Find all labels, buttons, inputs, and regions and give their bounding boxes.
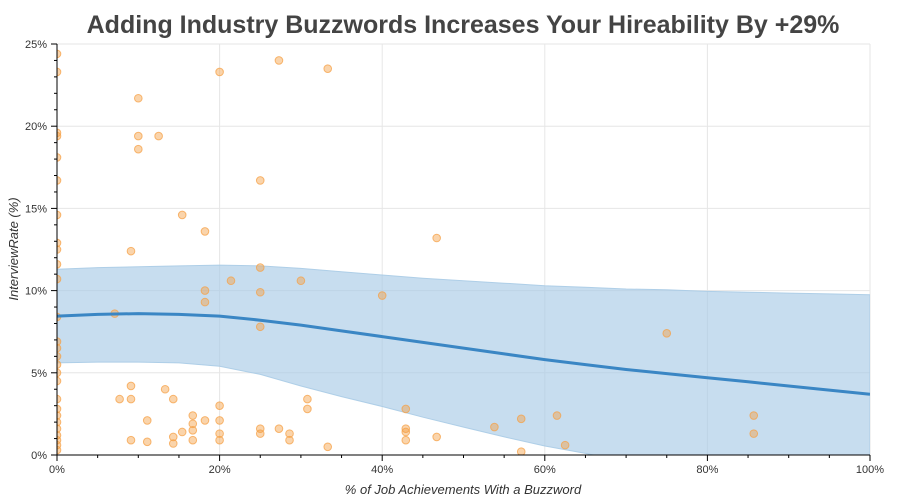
data-point xyxy=(142,416,152,425)
data-point xyxy=(274,424,284,433)
data-point xyxy=(115,394,124,404)
data-point xyxy=(285,429,294,438)
data-point xyxy=(749,411,759,420)
x-axis-label: % of Job Achievements With a Buzzword xyxy=(345,482,582,497)
data-point xyxy=(303,404,312,414)
data-point xyxy=(188,435,198,445)
data-point xyxy=(255,287,265,297)
chart-title: Adding Industry Buzzwords Increases Your… xyxy=(87,11,840,39)
data-point xyxy=(134,93,143,103)
x-tick-label: 0% xyxy=(49,464,65,476)
data-point xyxy=(215,429,224,438)
data-point xyxy=(188,411,198,420)
data-point xyxy=(215,416,224,425)
data-point xyxy=(126,394,136,404)
data-point xyxy=(200,416,210,425)
data-point xyxy=(323,64,333,73)
data-point xyxy=(255,263,265,272)
data-point xyxy=(200,286,210,295)
data-point xyxy=(296,276,306,286)
data-point xyxy=(516,414,526,424)
trend-line xyxy=(57,312,870,396)
data-point xyxy=(401,435,411,445)
y-tick-label: 10% xyxy=(25,286,47,298)
data-point xyxy=(274,56,284,65)
data-point xyxy=(560,440,570,450)
data-point xyxy=(255,322,265,332)
data-point xyxy=(200,297,210,307)
data-point xyxy=(552,411,562,420)
data-point xyxy=(160,384,170,394)
x-tick-label: 60% xyxy=(534,464,556,476)
data-point xyxy=(215,435,224,445)
data-point xyxy=(200,227,210,236)
data-point xyxy=(168,432,178,442)
data-point xyxy=(215,67,224,77)
data-point xyxy=(255,176,265,185)
data-point xyxy=(188,419,198,429)
data-point xyxy=(516,447,526,455)
y-tick-label: 15% xyxy=(25,203,47,215)
y-tick-label: 0% xyxy=(31,450,47,462)
confidence-band xyxy=(57,264,870,455)
data-point xyxy=(432,432,441,442)
x-tick-label: 100% xyxy=(856,464,884,476)
axes xyxy=(51,43,871,461)
data-point xyxy=(226,276,236,286)
data-point xyxy=(168,439,178,448)
data-point xyxy=(126,246,136,256)
data-point xyxy=(401,404,411,414)
data-point xyxy=(142,437,152,447)
data-point xyxy=(749,429,759,438)
data-point xyxy=(303,394,312,404)
data-point xyxy=(323,442,333,452)
data-point xyxy=(401,424,411,433)
y-tick-label: 25% xyxy=(25,39,47,51)
data-point xyxy=(134,131,143,141)
y-tick-label: 20% xyxy=(25,121,47,133)
data-point xyxy=(177,427,187,437)
data-point xyxy=(134,144,143,154)
data-point xyxy=(377,291,387,300)
data-point xyxy=(401,427,411,437)
x-tick-label: 80% xyxy=(696,464,718,476)
data-point xyxy=(662,329,672,338)
data-point xyxy=(154,131,163,141)
data-points xyxy=(57,49,759,455)
data-point xyxy=(168,394,178,404)
tick-labels: 0% 20% 40% 60% 80% 100% 0% 5% 10% 15% 20% 25% xyxy=(25,39,884,476)
data-point xyxy=(188,426,198,435)
data-point xyxy=(432,233,441,243)
data-point xyxy=(255,429,265,438)
data-point xyxy=(285,435,294,445)
x-tick-label: 20% xyxy=(209,464,231,476)
data-point xyxy=(126,435,136,445)
data-point xyxy=(177,210,187,220)
data-point xyxy=(490,422,499,432)
y-axis-label: InterviewRate (%) xyxy=(6,197,21,300)
data-point xyxy=(126,381,136,391)
data-point xyxy=(215,401,224,410)
y-tick-label: 5% xyxy=(31,368,47,380)
x-tick-label: 40% xyxy=(371,464,393,476)
